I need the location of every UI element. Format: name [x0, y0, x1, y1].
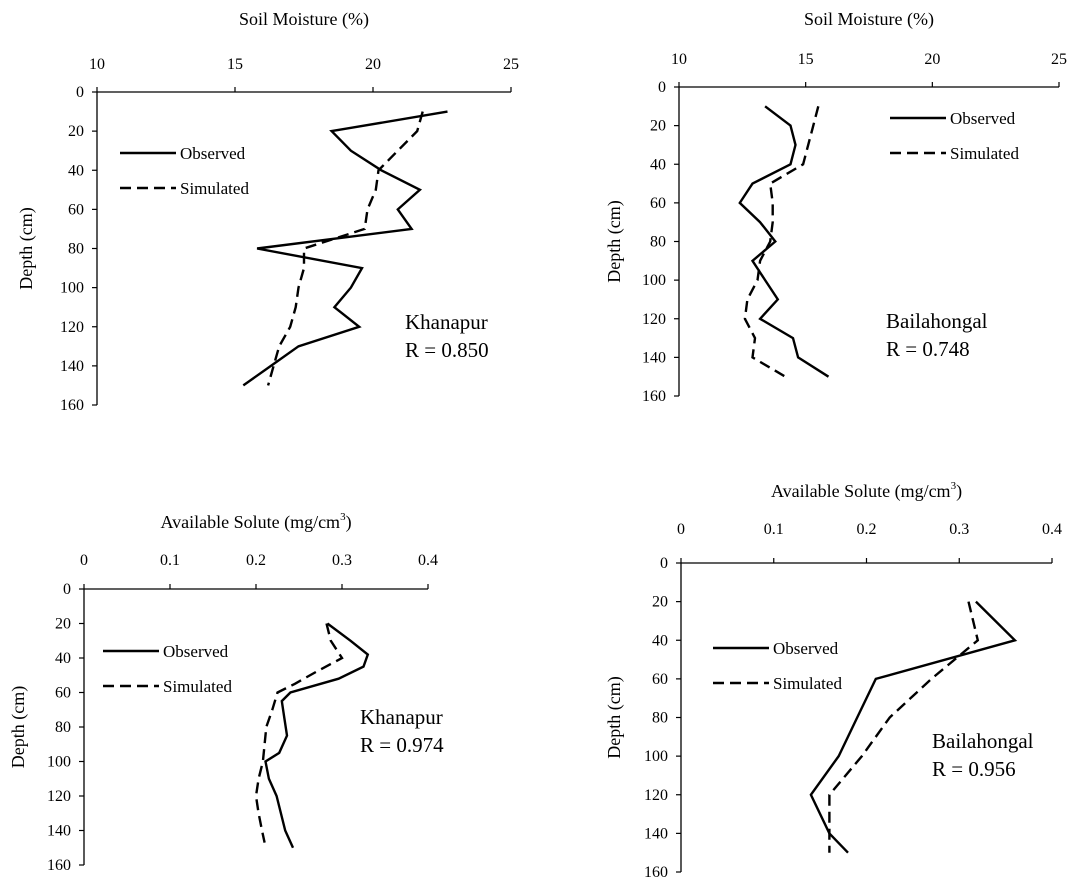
x-tick-label: 0.3 [332, 552, 352, 569]
y-tick-label: 120 [644, 787, 668, 804]
y-tick-label: 80 [652, 710, 668, 727]
legend-label-observed: Observed [180, 144, 246, 163]
y-tick-label: 80 [55, 719, 71, 736]
series-line-simulated [266, 111, 424, 386]
y-tick-label: 100 [642, 272, 666, 289]
y-tick-label: 0 [76, 84, 84, 101]
y-tick-label: 140 [644, 825, 668, 842]
y-axis-title: Depth (cm) [604, 200, 625, 282]
y-tick-label: 120 [47, 788, 71, 805]
y-tick-label: 140 [47, 823, 71, 840]
x-tick-label: 20 [365, 56, 381, 73]
legend-label-simulated: Simulated [163, 677, 232, 696]
y-tick-label: 120 [642, 311, 666, 328]
x-axis-title: Available Solute (mg/cm3) [771, 480, 962, 502]
x-tick-label: 10 [671, 51, 687, 68]
x-axis-title-end: ) [346, 512, 352, 533]
x-tick-label: 25 [1051, 51, 1067, 68]
x-axis-title-end: ) [956, 481, 962, 502]
y-tick-label: 100 [47, 754, 71, 771]
x-tick-label: 0.4 [418, 552, 438, 569]
y-tick-label: 120 [60, 319, 84, 336]
x-axis-title: Soil Moisture (%) [239, 9, 369, 30]
correlation-label: R = 0.850 [405, 338, 489, 362]
chart-panel-4: 0 0.1 0.2 0.3 0.4 0 20 40 60 80 100 120 140 160 Availa… [604, 480, 1062, 879]
x-tick-label: 0 [80, 552, 88, 569]
y-tick-label: 20 [55, 616, 71, 633]
x-tick-label: 10 [89, 56, 105, 73]
series-line-observed [242, 110, 448, 387]
x-tick-label: 0.1 [160, 552, 180, 569]
y-tick-label: 40 [652, 632, 668, 649]
correlation-label: R = 0.956 [932, 757, 1016, 781]
series-line-observed [738, 105, 830, 378]
y-tick-label: 140 [642, 349, 666, 366]
chart-panel-2: 10 15 20 25 0 20 40 60 80 100 120 140 160 Soil Moistu… [604, 9, 1067, 405]
site-label: Khanapur [360, 705, 443, 729]
legend-label-simulated: Simulated [180, 179, 249, 198]
y-tick-label: 140 [60, 358, 84, 375]
y-tick-label: 60 [650, 195, 666, 212]
y-axis-title: Depth (cm) [8, 686, 29, 768]
x-axis-title-superscript: 3 [951, 480, 957, 492]
y-tick-label: 80 [650, 234, 666, 251]
chart-panel-1: 10 15 20 25 0 20 40 60 80 100 120 140 160 Soil Moistu… [16, 9, 519, 414]
series-line-simulated [743, 105, 820, 378]
site-label: Bailahongal [886, 309, 988, 333]
x-tick-label: 0 [677, 521, 685, 538]
y-axis-title: Depth (cm) [604, 676, 625, 758]
series-line-simulated [828, 601, 980, 853]
legend-label-observed: Observed [773, 639, 839, 658]
x-tick-label: 25 [503, 56, 519, 73]
x-tick-label: 15 [227, 56, 243, 73]
legend-label-simulated: Simulated [773, 674, 842, 693]
y-tick-label: 100 [60, 280, 84, 297]
x-axis-title: Available Solute (mg/cm3) [160, 511, 351, 533]
y-tick-label: 0 [63, 581, 71, 598]
series-line-observed [264, 622, 370, 849]
legend-label-observed: Observed [163, 642, 229, 661]
x-tick-label: 0.1 [764, 521, 784, 538]
y-tick-label: 20 [650, 118, 666, 135]
y-tick-label: 160 [60, 397, 84, 414]
x-axis-title-main: Soil Moisture (%) [804, 9, 934, 30]
y-tick-label: 20 [652, 594, 668, 611]
y-tick-label: 60 [652, 671, 668, 688]
correlation-label: R = 0.974 [360, 733, 444, 757]
y-tick-label: 40 [68, 162, 84, 179]
y-tick-label: 160 [644, 864, 668, 879]
x-axis-title-main: Available Solute (mg/cm [771, 481, 951, 502]
correlation-label: R = 0.748 [886, 337, 970, 361]
site-label: Bailahongal [932, 729, 1034, 753]
x-axis-title-main: Soil Moisture (%) [239, 9, 369, 30]
y-tick-label: 160 [47, 857, 71, 874]
x-tick-label: 0.2 [857, 521, 877, 538]
y-tick-label: 20 [68, 123, 84, 140]
x-tick-label: 0.4 [1042, 521, 1062, 538]
y-tick-label: 40 [650, 156, 666, 173]
y-tick-label: 80 [68, 241, 84, 258]
chart-panel-3: 0 0.1 0.2 0.3 0.4 0 20 40 60 80 100 120 140 160 Availa… [8, 511, 444, 874]
y-tick-label: 60 [68, 201, 84, 218]
x-tick-label: 20 [924, 51, 940, 68]
y-tick-label: 60 [55, 685, 71, 702]
x-tick-label: 0.3 [949, 521, 969, 538]
site-label: Khanapur [405, 310, 488, 334]
x-axis-title-main: Available Solute (mg/cm [160, 512, 340, 533]
y-tick-label: 160 [642, 388, 666, 405]
legend-label-simulated: Simulated [950, 144, 1019, 163]
x-tick-label: 15 [798, 51, 814, 68]
y-axis-title: Depth (cm) [16, 207, 37, 289]
y-tick-label: 100 [644, 748, 668, 765]
x-axis-title-superscript: 3 [340, 511, 346, 523]
legend-label-observed: Observed [950, 109, 1016, 128]
series-line-observed [809, 600, 1018, 854]
series-line-simulated [254, 623, 344, 843]
x-tick-label: 0.2 [246, 552, 266, 569]
y-tick-label: 40 [55, 650, 71, 667]
y-tick-label: 0 [658, 79, 666, 96]
x-axis-title: Soil Moisture (%) [804, 9, 934, 30]
y-tick-label: 0 [660, 555, 668, 572]
